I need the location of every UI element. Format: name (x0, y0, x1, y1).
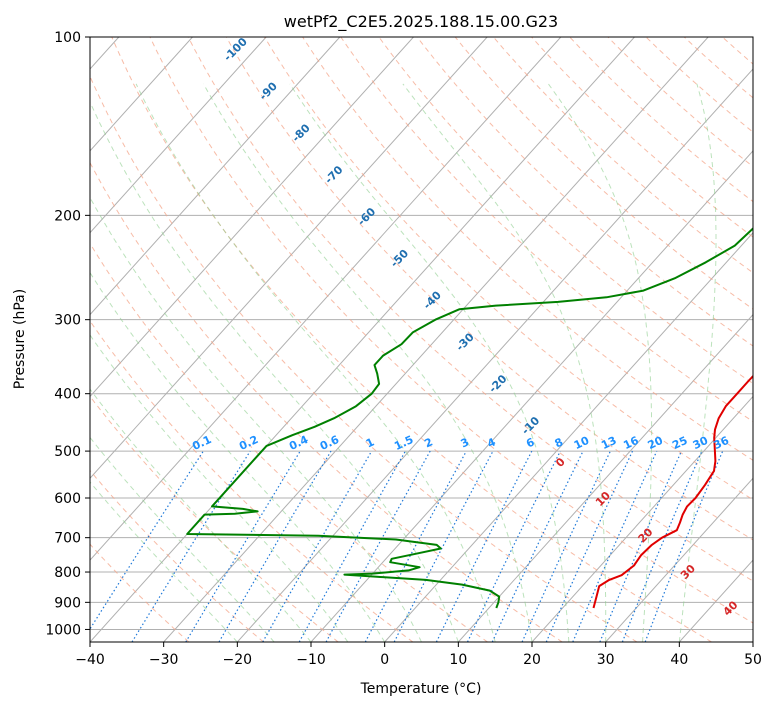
isotherm-line (384, 231, 753, 642)
dry-adiabat-line (225, 37, 753, 541)
dry-adiabat-line (90, 161, 563, 642)
moist-adiabat-line (90, 334, 349, 642)
dry-adiabat-line (111, 37, 712, 642)
plot-frame (89, 36, 754, 643)
mixing-ratio-label: 25 (670, 434, 689, 452)
moist-adiabat-line (678, 83, 717, 642)
dry-adiabat-line (416, 37, 753, 347)
isotherm-line (90, 37, 193, 152)
isotherm-line (605, 477, 753, 642)
dry-adiabat-line (90, 242, 488, 642)
moist-adiabat-line (547, 83, 653, 642)
y-tick-label: 800 (54, 565, 81, 581)
x-tick-label: 40 (670, 652, 688, 668)
isotherm-line (90, 37, 562, 561)
dry-adiabat-line (187, 37, 753, 582)
dewpoint-profile-line (186, 227, 753, 609)
plot-area: 0.1 0.2 0.4 0.6 1 1.5 2 3 4 6 8 10 13 16 20 25 30 36-100-… (90, 37, 753, 642)
y-tick-label: 400 (54, 387, 81, 403)
mixing-ratio-line (364, 450, 467, 642)
x-tick-label: 30 (597, 652, 615, 668)
background-lines (90, 37, 753, 642)
profile-lines (186, 227, 753, 609)
isotherm-line (90, 37, 341, 316)
dry-adiabat-line (90, 469, 264, 642)
moist-adiabat-line (402, 83, 607, 642)
mixing-ratio-label: 20 (646, 434, 666, 452)
mixing-ratio-line (621, 450, 703, 642)
dry-adiabat-line (302, 37, 753, 461)
mixing-ratio-line (90, 450, 204, 631)
isotherm-line (163, 37, 709, 642)
mixing-ratio-line (298, 450, 406, 642)
mixing-ratio-label: 10 (572, 434, 592, 452)
dry-adiabat-line (149, 37, 753, 624)
y-tick-label: 1000 (45, 622, 81, 638)
x-tick-label: 10 (449, 652, 467, 668)
isotherm-line (90, 37, 414, 398)
x-tick-label: 0 (380, 652, 389, 668)
x-tick-label: 20 (523, 652, 541, 668)
mixing-ratio-line (644, 450, 724, 642)
moist-adiabat-line (90, 271, 386, 642)
y-tick-label: 900 (54, 595, 81, 611)
x-tick-label: −20 (223, 652, 253, 668)
moist-adiabat-line (203, 83, 533, 642)
x-tick-label: −30 (149, 652, 179, 668)
mixing-ratio-line (572, 450, 658, 642)
chart-title: wetPf2_C2E5.2025.188.15.00.G23 (284, 12, 558, 32)
y-tick-label: 500 (54, 444, 81, 460)
mixing-ratio-label: 30 (691, 434, 711, 452)
mixing-ratio-line (545, 450, 634, 642)
axis-ticks: −40 −30 −20 −10 0 10 20 30 40 50 100 200 300 400 500 60… (45, 30, 762, 668)
mixing-ratio-line (325, 450, 431, 642)
mixing-ratio-line (599, 450, 682, 642)
isotherm-line (531, 395, 753, 642)
moist-adiabat-line (135, 83, 496, 642)
mixing-ratio-label: 13 (599, 434, 618, 452)
mixing-ratio-label: 16 (621, 434, 641, 452)
moist-adiabat-line (289, 83, 570, 642)
moist-adiabat-line (90, 436, 275, 642)
isotherm-line (236, 68, 753, 642)
y-tick-label: 100 (54, 30, 81, 46)
y-tick-label: 200 (54, 208, 81, 224)
dry-adiabat-line (264, 37, 753, 501)
moist-adiabat-line (90, 196, 422, 642)
isotherm-line (90, 37, 267, 234)
mixing-ratio-label: 36 (712, 434, 732, 452)
y-tick-label: 600 (54, 491, 81, 507)
isotherm-line (90, 37, 488, 480)
mixing-ratio-line (435, 450, 533, 642)
x-axis-label: Temperature (°C) (360, 681, 482, 697)
x-tick-label: 50 (744, 652, 762, 668)
x-tick-label: −40 (75, 652, 105, 668)
moist-adiabat-line (90, 481, 238, 642)
y-tick-label: 700 (54, 531, 81, 547)
moist-adiabat-line (90, 100, 459, 642)
dry-adiabat-line (90, 75, 638, 642)
y-tick-label: 300 (54, 313, 81, 329)
isotherm-line (457, 313, 753, 642)
y-axis-label: Pressure (hPa) (12, 289, 28, 389)
x-tick-label: −10 (296, 652, 326, 668)
temperature-profile-line (592, 374, 753, 609)
